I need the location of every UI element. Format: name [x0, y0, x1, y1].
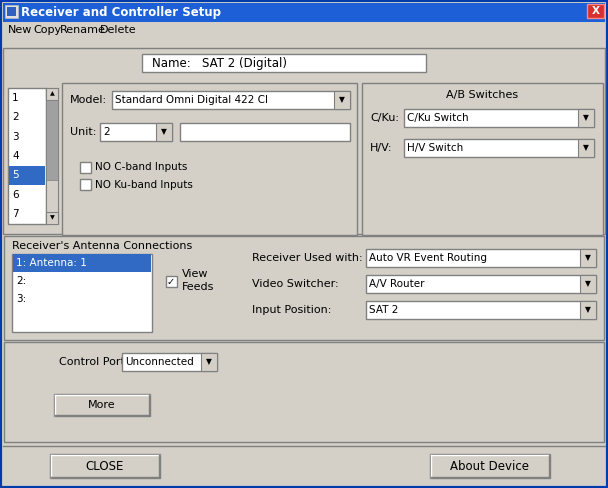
- Text: Feeds: Feeds: [182, 282, 215, 292]
- Text: A/B Switches: A/B Switches: [446, 90, 519, 100]
- Text: Delete: Delete: [100, 25, 137, 35]
- Text: H/V Switch: H/V Switch: [407, 143, 463, 153]
- Text: Unconnected: Unconnected: [125, 357, 194, 367]
- Text: 7: 7: [12, 209, 19, 219]
- Text: Rename: Rename: [60, 25, 106, 35]
- Bar: [404, 109, 594, 127]
- Text: Model:: Model:: [70, 95, 107, 105]
- Bar: [3, 446, 605, 485]
- Text: NO Ku-band Inputs: NO Ku-band Inputs: [95, 180, 193, 189]
- Bar: [430, 454, 550, 478]
- Bar: [578, 139, 594, 157]
- Text: Name:   SAT 2 (Digital): Name: SAT 2 (Digital): [152, 57, 287, 69]
- Bar: [201, 353, 217, 371]
- Text: H/V:: H/V:: [370, 143, 393, 153]
- Text: NO C-band Inputs: NO C-band Inputs: [95, 163, 187, 172]
- Bar: [366, 249, 596, 267]
- Bar: [362, 83, 603, 235]
- Bar: [112, 91, 350, 109]
- Bar: [54, 394, 150, 416]
- Bar: [334, 91, 350, 109]
- Text: ▼: ▼: [339, 96, 345, 104]
- Text: 1: 1: [12, 93, 19, 102]
- Bar: [366, 301, 596, 319]
- Text: ▼: ▼: [50, 216, 54, 221]
- Text: ▲: ▲: [50, 92, 54, 97]
- Text: Receiver's Antenna Connections: Receiver's Antenna Connections: [12, 241, 192, 251]
- Text: X: X: [592, 6, 599, 16]
- Text: ▼: ▼: [161, 127, 167, 137]
- Bar: [3, 48, 605, 234]
- Bar: [8, 88, 46, 224]
- Text: 3:: 3:: [16, 294, 26, 304]
- Text: ▼: ▼: [585, 280, 591, 288]
- Text: Auto VR Event Routing: Auto VR Event Routing: [369, 253, 487, 263]
- Bar: [46, 88, 58, 224]
- Bar: [156, 123, 172, 141]
- Bar: [180, 123, 350, 141]
- Bar: [13, 254, 151, 272]
- Text: 5: 5: [12, 170, 19, 181]
- Bar: [50, 454, 160, 478]
- Text: Video Switcher:: Video Switcher:: [252, 279, 339, 289]
- Text: ✓: ✓: [167, 277, 175, 286]
- Text: ▼: ▼: [585, 305, 591, 314]
- Bar: [4, 342, 604, 442]
- Text: A/V Router: A/V Router: [369, 279, 424, 289]
- Bar: [46, 100, 58, 180]
- Text: More: More: [88, 400, 116, 410]
- Text: About Device: About Device: [451, 460, 530, 472]
- Text: 6: 6: [12, 190, 19, 200]
- Text: 2:: 2:: [16, 276, 26, 286]
- Text: New: New: [8, 25, 32, 35]
- Bar: [5, 5, 18, 18]
- Text: Unit:: Unit:: [70, 127, 97, 137]
- Bar: [62, 83, 357, 235]
- Bar: [580, 249, 596, 267]
- Text: 3: 3: [12, 132, 19, 142]
- Bar: [80, 179, 91, 190]
- Bar: [578, 109, 594, 127]
- Bar: [3, 22, 605, 38]
- Text: ▼: ▼: [585, 253, 591, 263]
- Bar: [142, 54, 426, 72]
- Text: 1: Antenna: 1: 1: Antenna: 1: [16, 258, 87, 268]
- Text: Copy: Copy: [33, 25, 61, 35]
- Bar: [9, 166, 45, 185]
- Bar: [12, 254, 152, 332]
- Bar: [122, 353, 217, 371]
- Text: Control Port:: Control Port:: [59, 357, 128, 367]
- Bar: [580, 275, 596, 293]
- Text: Input Position:: Input Position:: [252, 305, 331, 315]
- Text: Receiver and Controller Setup: Receiver and Controller Setup: [21, 6, 221, 19]
- Text: 2: 2: [103, 127, 109, 137]
- Bar: [46, 212, 58, 224]
- Bar: [404, 139, 594, 157]
- Text: Standard Omni Digital 422 CI: Standard Omni Digital 422 CI: [115, 95, 268, 105]
- Bar: [7, 7, 16, 16]
- Bar: [587, 4, 604, 18]
- Text: ▼: ▼: [206, 358, 212, 366]
- Bar: [80, 162, 91, 173]
- Text: ▼: ▼: [583, 114, 589, 122]
- Text: 2: 2: [12, 112, 19, 122]
- Text: C/Ku:: C/Ku:: [370, 113, 399, 123]
- Text: 4: 4: [12, 151, 19, 161]
- Text: Receiver Used with:: Receiver Used with:: [252, 253, 362, 263]
- Bar: [366, 275, 596, 293]
- Bar: [580, 301, 596, 319]
- Bar: [100, 123, 172, 141]
- Text: ▼: ▼: [583, 143, 589, 152]
- Text: C/Ku Switch: C/Ku Switch: [407, 113, 469, 123]
- Text: CLOSE: CLOSE: [86, 460, 124, 472]
- Text: SAT 2: SAT 2: [369, 305, 398, 315]
- Bar: [46, 88, 58, 100]
- Bar: [166, 276, 177, 287]
- Bar: [4, 236, 604, 340]
- Bar: [3, 3, 605, 22]
- Text: View: View: [182, 269, 209, 279]
